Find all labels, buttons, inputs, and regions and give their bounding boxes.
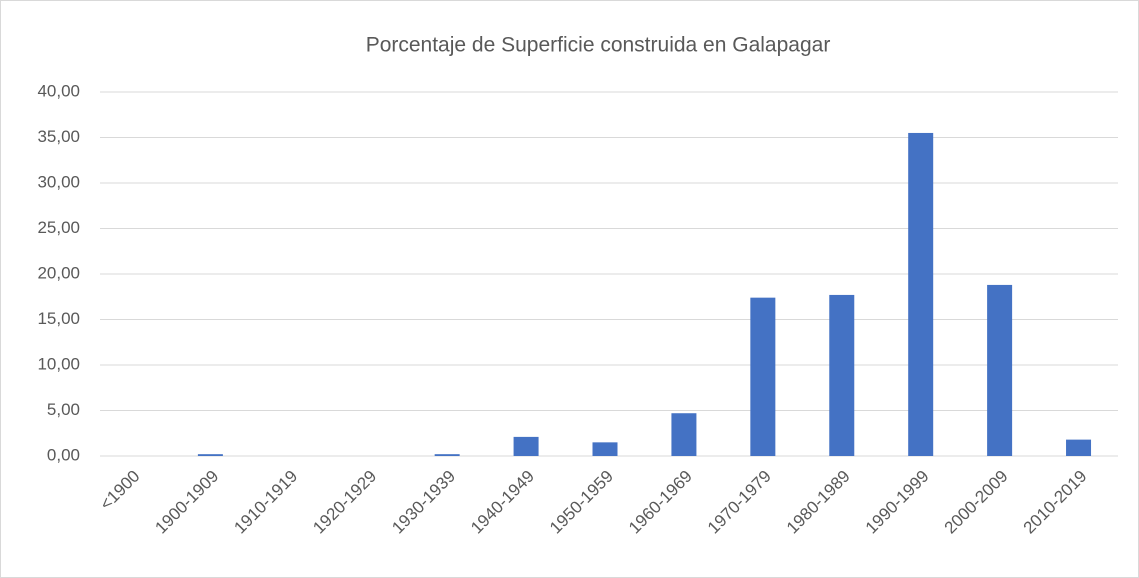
y-tick-label: 25,00 [37,218,80,237]
y-tick-label: 5,00 [47,400,80,419]
bar [434,454,460,456]
bar [1066,439,1092,456]
y-tick-label: 20,00 [37,263,80,282]
y-tick-label: 40,00 [37,81,80,100]
y-tick-label: 35,00 [37,127,80,146]
bar [908,132,934,456]
y-tick-label: 0,00 [47,445,80,464]
bar [750,297,776,456]
bar [829,294,855,456]
bar [197,454,223,456]
bar [987,284,1013,456]
chart-title: Porcentaje de Superficie construida en G… [366,34,831,57]
y-tick-label: 15,00 [37,309,80,328]
y-tick-label: 10,00 [37,354,80,373]
bar [513,436,539,456]
bar [671,413,697,456]
y-tick-label: 30,00 [37,172,80,191]
bar [592,442,618,456]
